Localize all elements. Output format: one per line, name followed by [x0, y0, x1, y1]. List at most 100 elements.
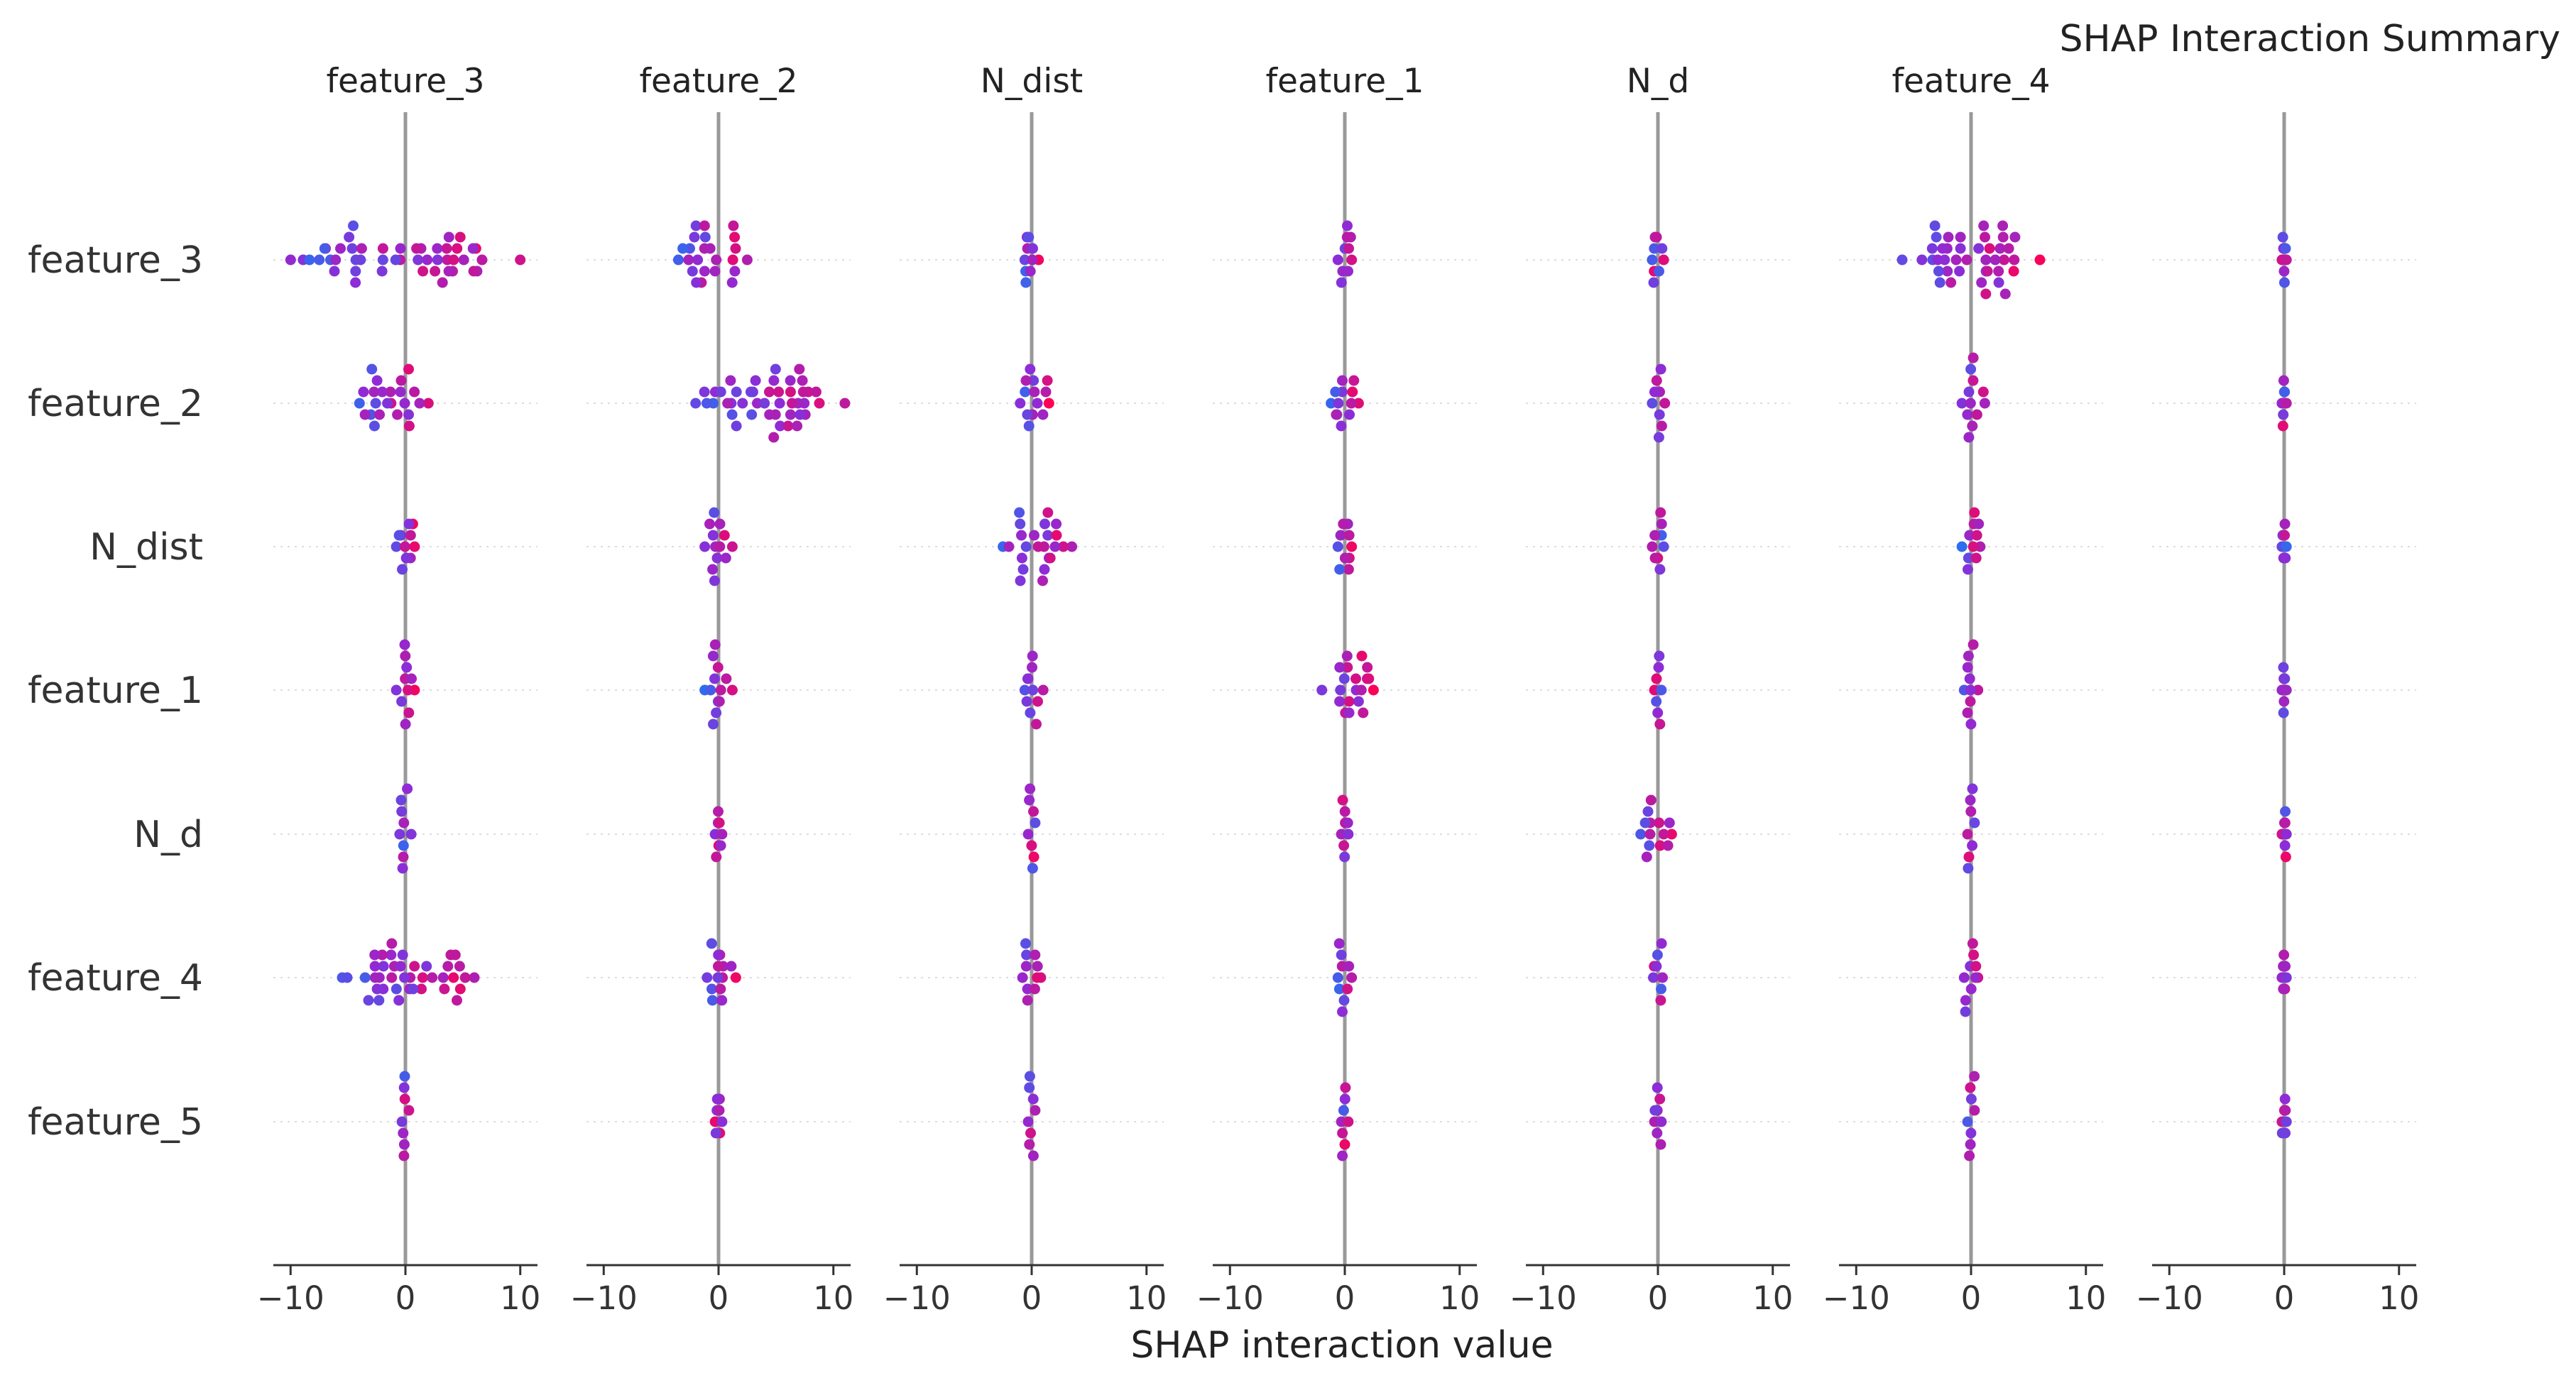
shap-point	[707, 530, 719, 541]
shap-point	[1973, 243, 1985, 254]
shap-point	[1656, 983, 1666, 995]
shap-point	[1654, 718, 1666, 730]
shap-point	[1026, 840, 1037, 851]
shap-point	[1037, 684, 1049, 696]
shap-point	[1963, 564, 1973, 575]
shap-point	[1039, 518, 1050, 530]
shap-point	[452, 995, 462, 1006]
shap-point	[699, 266, 710, 277]
shap-point	[708, 718, 719, 730]
shap-point	[354, 398, 365, 409]
shap-point	[395, 794, 407, 806]
shap-point	[406, 673, 417, 684]
shap-point	[2278, 409, 2289, 420]
row-label-feature_3: feature_3	[28, 239, 203, 282]
shap-point	[768, 375, 780, 386]
shap-point	[390, 254, 401, 266]
shap-point	[454, 961, 465, 972]
shap-point	[726, 684, 738, 696]
x-tick-label: 10	[1752, 1279, 1793, 1317]
shap-point	[350, 266, 361, 277]
shap-point	[396, 696, 408, 707]
shap-point	[2278, 375, 2289, 386]
shap-point	[1654, 409, 1665, 420]
shap-point	[713, 961, 724, 972]
shap-point	[1641, 851, 1652, 863]
shap-point	[427, 972, 438, 983]
shap-point	[689, 231, 700, 243]
shap-point	[403, 684, 414, 696]
shap-point	[1965, 696, 1976, 707]
shap-point	[348, 220, 359, 231]
shap-point	[1982, 266, 1993, 277]
shap-point	[398, 817, 410, 829]
shap-point	[709, 639, 721, 650]
shap-point	[1020, 961, 1032, 972]
x-tick-label: 10	[1439, 1279, 1480, 1317]
x-tick-label: 10	[813, 1279, 853, 1317]
x-tick-label: 10	[2379, 1279, 2419, 1317]
shap-point	[1029, 530, 1039, 541]
shap-point	[411, 243, 422, 254]
shap-point	[709, 266, 721, 277]
shap-point	[398, 851, 409, 863]
shap-point	[787, 398, 797, 409]
shap-point	[1340, 1082, 1351, 1093]
shap-point	[706, 983, 717, 995]
shap-point	[1971, 530, 1982, 541]
shap-point	[1043, 398, 1054, 409]
shap-point	[1965, 1093, 1977, 1105]
shap-point	[745, 386, 756, 398]
shap-point	[397, 863, 408, 874]
shap-point	[459, 972, 471, 983]
shap-point	[2280, 961, 2291, 972]
shap-point	[1024, 1082, 1035, 1093]
shap-point	[785, 409, 796, 420]
shap-point	[1968, 541, 1979, 552]
shap-point	[376, 386, 388, 398]
shap-point	[1654, 1093, 1666, 1105]
x-tick-label: 10	[500, 1279, 540, 1317]
panel-title: N_dist	[981, 62, 1083, 101]
shap-point	[1346, 398, 1357, 409]
shap-point	[402, 783, 413, 794]
shap-point	[1654, 840, 1666, 851]
shap-point	[1934, 277, 1945, 288]
shap-point	[1965, 398, 1976, 409]
shap-point	[369, 961, 381, 972]
shap-point	[1939, 254, 1950, 266]
shap-point	[1965, 806, 1977, 817]
shap-point	[1334, 564, 1346, 575]
shap-point	[1896, 254, 1908, 266]
shap-point	[1965, 1127, 1977, 1139]
row-labels: feature_3 feature_2 N_dist feature_1 N_dfeat…	[28, 239, 203, 1144]
shap-point	[1653, 662, 1664, 673]
shap-point	[1044, 552, 1056, 564]
shap-point	[692, 254, 704, 266]
shap-point	[2280, 552, 2291, 564]
shap-point	[1655, 363, 1666, 375]
shap-point	[1990, 254, 2001, 266]
shap-point	[1332, 541, 1343, 552]
shap-point	[690, 398, 702, 409]
shap-point	[1025, 783, 1036, 794]
shap-point	[2279, 530, 2290, 541]
shap-point	[1336, 277, 1347, 288]
shap-point	[1978, 220, 1990, 231]
shap-point	[764, 386, 775, 398]
shap-point	[2003, 243, 2014, 254]
shap-point	[726, 409, 738, 420]
shap-point	[687, 266, 698, 277]
panels: feature_3 −10 0 10 feature_2 −10 0 10 N_dist −10 0…	[257, 62, 2420, 1317]
shap-point	[1355, 684, 1367, 696]
shap-point	[1997, 231, 2009, 243]
shap-point	[707, 650, 719, 662]
shap-point	[1027, 243, 1038, 254]
shap-point	[2278, 983, 2289, 995]
shap-point	[1644, 829, 1656, 840]
shap-point	[1020, 277, 1032, 288]
shap-point	[1343, 829, 1354, 840]
shap-point	[398, 840, 409, 851]
shap-point	[1028, 851, 1039, 863]
shap-point	[727, 254, 738, 266]
